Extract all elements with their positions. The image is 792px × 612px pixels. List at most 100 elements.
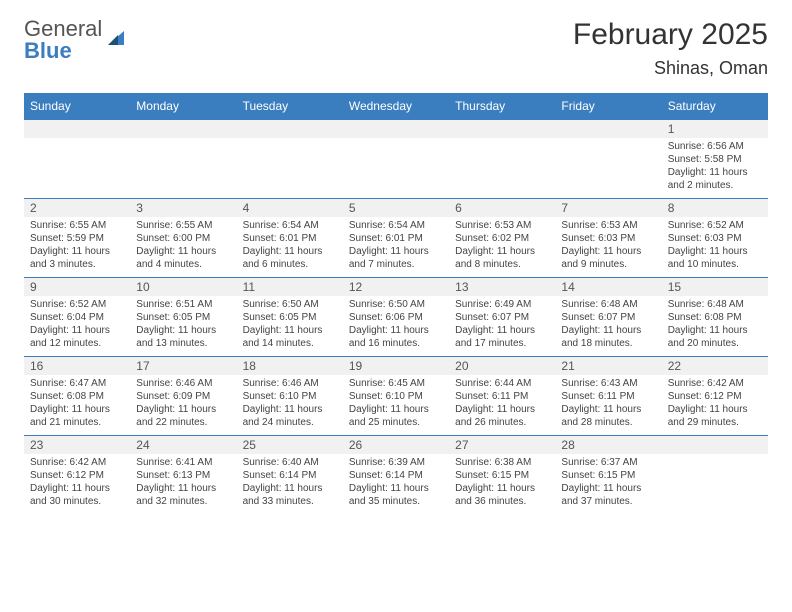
calendar-cell: 9Sunrise: 6:52 AMSunset: 6:04 PMDaylight… <box>24 278 130 356</box>
daylight-text: Daylight: 11 hours and 37 minutes. <box>561 482 655 508</box>
daylight-text: Daylight: 11 hours and 3 minutes. <box>30 245 124 271</box>
sunset-text: Sunset: 6:00 PM <box>136 232 230 245</box>
sunset-text: Sunset: 6:05 PM <box>243 311 337 324</box>
cell-body: Sunrise: 6:55 AMSunset: 6:00 PMDaylight:… <box>130 217 236 275</box>
daylight-text: Daylight: 11 hours and 36 minutes. <box>455 482 549 508</box>
sunset-text: Sunset: 6:02 PM <box>455 232 549 245</box>
calendar-cell: 18Sunrise: 6:46 AMSunset: 6:10 PMDayligh… <box>237 357 343 435</box>
calendar-week: 2Sunrise: 6:55 AMSunset: 5:59 PMDaylight… <box>24 198 768 277</box>
weekday-header: Friday <box>555 93 661 119</box>
sunrise-text: Sunrise: 6:41 AM <box>136 456 230 469</box>
header: General Blue February 2025 Shinas, Oman <box>24 18 768 79</box>
sunset-text: Sunset: 6:03 PM <box>561 232 655 245</box>
cell-body: Sunrise: 6:48 AMSunset: 6:07 PMDaylight:… <box>555 296 661 354</box>
weekday-header: Wednesday <box>343 93 449 119</box>
logo-text-line2: Blue <box>24 40 102 62</box>
calendar-cell: 16Sunrise: 6:47 AMSunset: 6:08 PMDayligh… <box>24 357 130 435</box>
calendar-cell <box>449 120 555 198</box>
daylight-text: Daylight: 11 hours and 29 minutes. <box>668 403 762 429</box>
sunset-text: Sunset: 6:08 PM <box>668 311 762 324</box>
day-number: 27 <box>449 436 555 454</box>
cell-body: Sunrise: 6:54 AMSunset: 6:01 PMDaylight:… <box>237 217 343 275</box>
daylight-text: Daylight: 11 hours and 6 minutes. <box>243 245 337 271</box>
sunrise-text: Sunrise: 6:46 AM <box>243 377 337 390</box>
sunset-text: Sunset: 5:58 PM <box>668 153 762 166</box>
daylight-text: Daylight: 11 hours and 9 minutes. <box>561 245 655 271</box>
weekday-header: Saturday <box>662 93 768 119</box>
cell-body: Sunrise: 6:37 AMSunset: 6:15 PMDaylight:… <box>555 454 661 512</box>
daylight-text: Daylight: 11 hours and 16 minutes. <box>349 324 443 350</box>
calendar-cell: 17Sunrise: 6:46 AMSunset: 6:09 PMDayligh… <box>130 357 236 435</box>
weekday-header: Monday <box>130 93 236 119</box>
sunrise-text: Sunrise: 6:50 AM <box>243 298 337 311</box>
daylight-text: Daylight: 11 hours and 17 minutes. <box>455 324 549 350</box>
sunset-text: Sunset: 6:14 PM <box>243 469 337 482</box>
calendar-cell: 3Sunrise: 6:55 AMSunset: 6:00 PMDaylight… <box>130 199 236 277</box>
sunrise-text: Sunrise: 6:53 AM <box>455 219 549 232</box>
day-number: 16 <box>24 357 130 375</box>
sunset-text: Sunset: 6:07 PM <box>561 311 655 324</box>
daylight-text: Daylight: 11 hours and 10 minutes. <box>668 245 762 271</box>
sunrise-text: Sunrise: 6:42 AM <box>668 377 762 390</box>
daylight-text: Daylight: 11 hours and 13 minutes. <box>136 324 230 350</box>
day-number: 5 <box>343 199 449 217</box>
day-number: 18 <box>237 357 343 375</box>
cell-body: Sunrise: 6:53 AMSunset: 6:02 PMDaylight:… <box>449 217 555 275</box>
sunrise-text: Sunrise: 6:44 AM <box>455 377 549 390</box>
cell-body: Sunrise: 6:42 AMSunset: 6:12 PMDaylight:… <box>24 454 130 512</box>
location-label: Shinas, Oman <box>573 58 768 79</box>
title-block: February 2025 Shinas, Oman <box>573 18 768 79</box>
calendar-cell: 28Sunrise: 6:37 AMSunset: 6:15 PMDayligh… <box>555 436 661 514</box>
day-number: 3 <box>130 199 236 217</box>
sunset-text: Sunset: 6:06 PM <box>349 311 443 324</box>
daylight-text: Daylight: 11 hours and 7 minutes. <box>349 245 443 271</box>
daylight-text: Daylight: 11 hours and 8 minutes. <box>455 245 549 271</box>
sunrise-text: Sunrise: 6:37 AM <box>561 456 655 469</box>
day-number: 7 <box>555 199 661 217</box>
calendar-week: 9Sunrise: 6:52 AMSunset: 6:04 PMDaylight… <box>24 277 768 356</box>
sunrise-text: Sunrise: 6:55 AM <box>30 219 124 232</box>
calendar-cell: 26Sunrise: 6:39 AMSunset: 6:14 PMDayligh… <box>343 436 449 514</box>
calendar-week: 23Sunrise: 6:42 AMSunset: 6:12 PMDayligh… <box>24 435 768 514</box>
cell-body: Sunrise: 6:48 AMSunset: 6:08 PMDaylight:… <box>662 296 768 354</box>
day-number: 14 <box>555 278 661 296</box>
day-number <box>662 436 768 454</box>
calendar-cell: 7Sunrise: 6:53 AMSunset: 6:03 PMDaylight… <box>555 199 661 277</box>
calendar-grid: Sunday Monday Tuesday Wednesday Thursday… <box>24 93 768 514</box>
day-number <box>130 120 236 138</box>
calendar-cell: 4Sunrise: 6:54 AMSunset: 6:01 PMDaylight… <box>237 199 343 277</box>
sunrise-text: Sunrise: 6:39 AM <box>349 456 443 469</box>
cell-body: Sunrise: 6:46 AMSunset: 6:10 PMDaylight:… <box>237 375 343 433</box>
daylight-text: Daylight: 11 hours and 18 minutes. <box>561 324 655 350</box>
cell-body: Sunrise: 6:46 AMSunset: 6:09 PMDaylight:… <box>130 375 236 433</box>
sunset-text: Sunset: 6:12 PM <box>668 390 762 403</box>
cell-body: Sunrise: 6:43 AMSunset: 6:11 PMDaylight:… <box>555 375 661 433</box>
calendar-cell: 1Sunrise: 6:56 AMSunset: 5:58 PMDaylight… <box>662 120 768 198</box>
cell-body: Sunrise: 6:52 AMSunset: 6:04 PMDaylight:… <box>24 296 130 354</box>
day-number: 17 <box>130 357 236 375</box>
sunset-text: Sunset: 6:14 PM <box>349 469 443 482</box>
calendar-cell: 21Sunrise: 6:43 AMSunset: 6:11 PMDayligh… <box>555 357 661 435</box>
day-number: 1 <box>662 120 768 138</box>
daylight-text: Daylight: 11 hours and 20 minutes. <box>668 324 762 350</box>
weekday-header: Thursday <box>449 93 555 119</box>
day-number: 9 <box>24 278 130 296</box>
day-number: 11 <box>237 278 343 296</box>
calendar-cell: 15Sunrise: 6:48 AMSunset: 6:08 PMDayligh… <box>662 278 768 356</box>
calendar-cell: 27Sunrise: 6:38 AMSunset: 6:15 PMDayligh… <box>449 436 555 514</box>
sunset-text: Sunset: 5:59 PM <box>30 232 124 245</box>
calendar-cell: 2Sunrise: 6:55 AMSunset: 5:59 PMDaylight… <box>24 199 130 277</box>
day-number <box>449 120 555 138</box>
cell-body: Sunrise: 6:52 AMSunset: 6:03 PMDaylight:… <box>662 217 768 275</box>
calendar-cell: 5 Sunrise: 6:54 AMSunset: 6:01 PMDaylight… <box>343 199 449 277</box>
day-number: 12 <box>343 278 449 296</box>
sunrise-text: Sunrise: 6:45 AM <box>349 377 443 390</box>
sunrise-text: Sunrise: 6:54 AM <box>349 219 443 232</box>
cell-body: Sunrise: 6:55 AMSunset: 5:59 PMDaylight:… <box>24 217 130 275</box>
calendar-cell: 19Sunrise: 6:45 AMSunset: 6:10 PMDayligh… <box>343 357 449 435</box>
sunset-text: Sunset: 6:09 PM <box>136 390 230 403</box>
daylight-text: Daylight: 11 hours and 32 minutes. <box>136 482 230 508</box>
sunrise-text: Sunrise: 6:46 AM <box>136 377 230 390</box>
sunset-text: Sunset: 6:01 PM <box>349 232 443 245</box>
sunrise-text: Sunrise: 6:48 AM <box>668 298 762 311</box>
